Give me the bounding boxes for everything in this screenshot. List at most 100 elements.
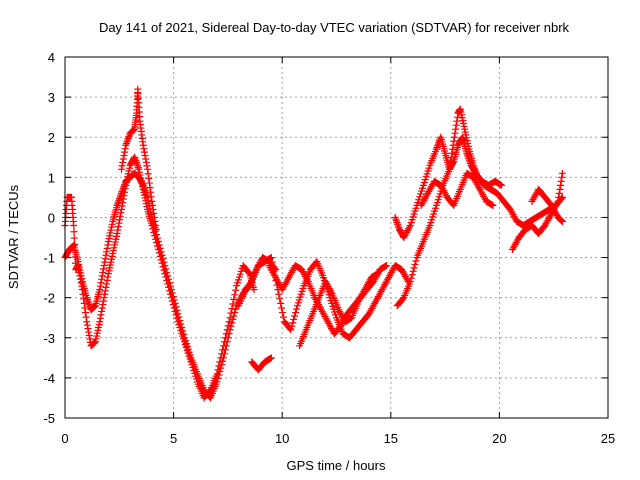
data-point-marker xyxy=(382,262,390,270)
data-point-marker xyxy=(104,273,112,281)
data-point-marker xyxy=(179,327,187,335)
data-point-marker xyxy=(85,328,93,336)
data-markers xyxy=(61,85,566,402)
data-point-marker xyxy=(83,294,91,302)
data-point-marker xyxy=(374,270,382,278)
data-point-marker xyxy=(222,342,230,350)
data-point-marker xyxy=(101,287,109,295)
data-point-marker xyxy=(451,129,459,137)
data-point-marker xyxy=(83,295,91,303)
data-point-marker xyxy=(96,286,104,294)
data-point-marker xyxy=(140,185,148,193)
series-track-f xyxy=(265,262,390,338)
data-point-marker xyxy=(133,160,141,168)
data-point-marker xyxy=(115,219,123,227)
data-point-marker xyxy=(277,299,285,307)
data-point-marker xyxy=(132,158,140,166)
data-point-marker xyxy=(155,241,163,249)
data-point-marker xyxy=(450,137,458,145)
data-point-marker xyxy=(161,262,169,270)
data-point-marker xyxy=(140,183,148,191)
data-point-marker xyxy=(150,209,158,217)
data-point-marker xyxy=(498,181,506,189)
plot-frame xyxy=(64,56,609,419)
data-point-marker xyxy=(99,301,107,309)
data-point-marker xyxy=(113,201,121,209)
data-point-marker xyxy=(232,305,240,313)
series-track-b xyxy=(61,169,280,402)
data-point-marker xyxy=(114,200,122,208)
data-point-marker xyxy=(229,315,237,323)
data-point-marker xyxy=(303,276,311,284)
data-point-marker xyxy=(556,185,564,193)
data-point-marker xyxy=(166,282,174,290)
data-point-marker xyxy=(145,174,153,182)
data-point-marker xyxy=(140,145,148,153)
data-point-marker xyxy=(114,223,122,231)
x-tick-label: 20 xyxy=(492,431,506,446)
data-point-marker xyxy=(117,189,125,197)
data-point-marker xyxy=(139,141,147,149)
data-point-marker xyxy=(85,301,93,309)
data-point-marker xyxy=(170,296,178,304)
data-point-marker xyxy=(411,260,419,268)
series-track-l xyxy=(528,185,566,225)
data-point-marker xyxy=(97,311,105,319)
data-point-marker xyxy=(119,186,127,194)
chart-title: Day 141 of 2021, Sidereal Day-to-day VTE… xyxy=(99,20,570,35)
series-track-c xyxy=(117,85,160,233)
series-track-d xyxy=(248,354,275,374)
data-point-marker xyxy=(116,193,124,201)
data-point-marker xyxy=(83,321,91,329)
data-point-marker xyxy=(149,205,157,213)
data-point-marker xyxy=(116,212,124,220)
data-point-marker xyxy=(180,330,188,338)
series-track-i xyxy=(391,133,506,241)
data-point-marker xyxy=(408,271,416,279)
data-point-marker xyxy=(250,286,258,294)
data-point-marker xyxy=(279,309,287,317)
data-point-marker xyxy=(134,162,142,170)
x-axis-label: GPS time / hours xyxy=(287,458,386,473)
data-point-marker xyxy=(115,196,123,204)
data-point-marker xyxy=(279,313,287,321)
data-point-marker xyxy=(145,179,153,187)
data-point-marker xyxy=(144,170,152,178)
data-point-marker xyxy=(118,188,126,196)
y-axis-label: SDTVAR / TECUs xyxy=(6,184,21,289)
data-point-marker xyxy=(121,145,129,153)
data-point-marker xyxy=(432,145,440,153)
data-point-marker xyxy=(144,165,152,173)
data-point-marker xyxy=(392,217,400,225)
data-point-marker xyxy=(557,177,565,185)
data-point-marker xyxy=(114,226,122,234)
data-point-marker xyxy=(131,155,139,163)
data-point-marker xyxy=(406,278,414,286)
series-track-k xyxy=(508,169,566,254)
data-point-marker xyxy=(98,307,106,315)
data-point-marker xyxy=(489,201,497,209)
data-point-marker xyxy=(177,320,185,328)
data-point-marker xyxy=(393,219,401,227)
y-tick-label: -2 xyxy=(43,291,55,306)
data-point-marker xyxy=(142,155,150,163)
data-point-marker xyxy=(557,181,565,189)
data-point-marker xyxy=(231,309,239,317)
data-point-marker xyxy=(158,251,166,259)
data-point-marker xyxy=(140,148,148,156)
data-point-marker xyxy=(226,326,234,334)
x-tick-label: 0 xyxy=(61,431,68,446)
x-axis: 0 5 10 15 20 25 xyxy=(61,57,615,446)
data-point-marker xyxy=(464,153,472,161)
data-point-marker xyxy=(116,216,124,224)
series-track-a xyxy=(61,153,258,402)
data-point-marker xyxy=(119,155,127,163)
data-point-marker xyxy=(554,197,562,205)
x-tick-label: 5 xyxy=(170,431,177,446)
y-tick-label: -5 xyxy=(43,411,55,426)
data-point-marker xyxy=(70,221,78,229)
data-point-marker xyxy=(70,234,78,242)
data-point-marker xyxy=(151,217,159,225)
data-point-marker xyxy=(452,121,460,129)
